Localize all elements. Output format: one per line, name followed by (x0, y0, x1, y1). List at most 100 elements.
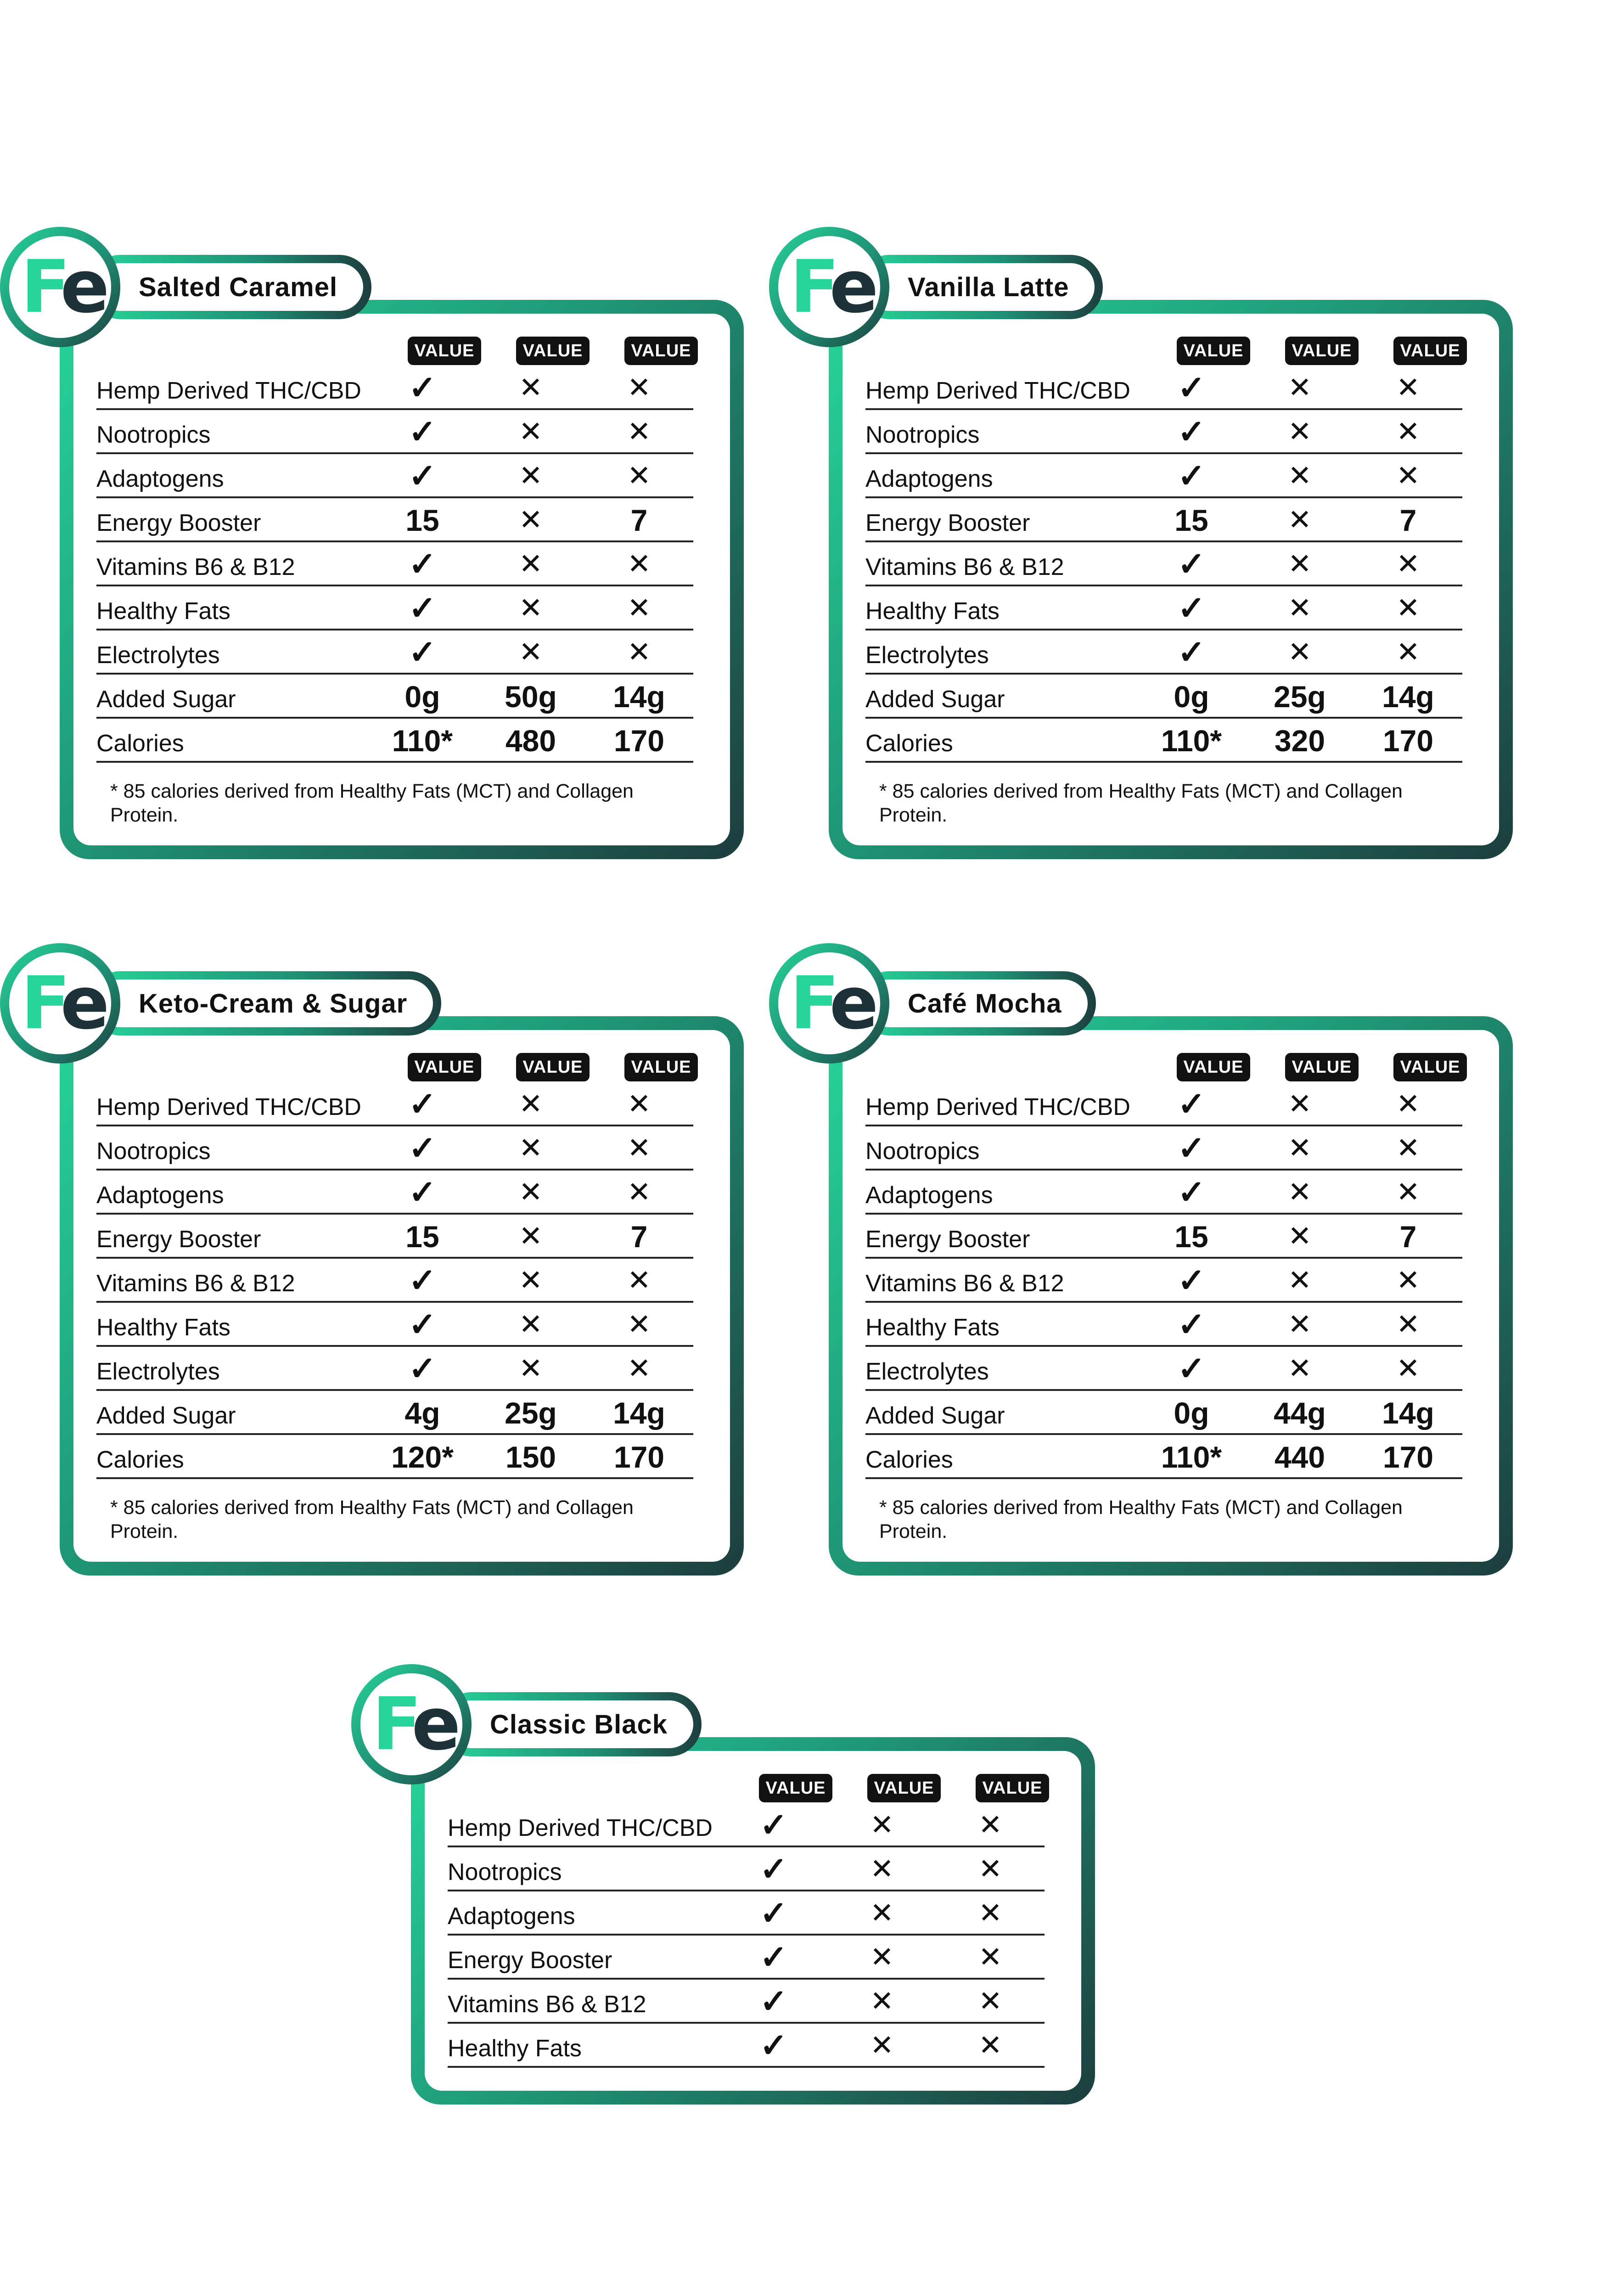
card-title: Classic Black (448, 1700, 694, 1748)
row-label: Added Sugar (96, 1402, 236, 1429)
cross-icon: ✕ (978, 1941, 1002, 1973)
table-row: Nootropics ✓ ✕ ✕ (865, 410, 1462, 454)
value-cell: 7 (630, 1220, 648, 1254)
table-row: Calories 110* 320 170 (865, 719, 1462, 763)
value-cell: 14g (613, 680, 665, 714)
value-cell: 7 (1399, 1220, 1417, 1254)
check-icon: ✓ (408, 1086, 437, 1123)
check-icon: ✓ (408, 1306, 437, 1343)
value-column-badge: VALUE (1177, 337, 1250, 365)
check-icon: ✓ (408, 1351, 437, 1387)
logo-letter-f: F (790, 961, 839, 1046)
table-row: Nootropics ✓ ✕ ✕ (96, 1126, 693, 1171)
check-icon: ✓ (1177, 414, 1206, 450)
cross-icon: ✕ (1288, 416, 1312, 448)
table-row: Added Sugar 0g 50g 14g (96, 675, 693, 719)
logo-letter-e: e (411, 1682, 461, 1767)
cross-icon: ✕ (627, 1088, 651, 1120)
cross-icon: ✕ (1288, 1309, 1312, 1340)
cross-icon: ✕ (627, 372, 651, 404)
card-title: Café Mocha (865, 979, 1088, 1027)
row-label: Vitamins B6 & B12 (96, 1270, 295, 1297)
cross-icon: ✕ (1396, 372, 1420, 404)
title-pill: Keto-Cream & Sugar (88, 971, 442, 1035)
column-headers: VALUE VALUE VALUE (865, 337, 1467, 366)
check-icon: ✓ (408, 634, 437, 671)
footnote: * 85 calories derived from Healthy Fats … (110, 1497, 634, 1542)
value-column-badge: VALUE (1177, 1053, 1250, 1081)
cross-icon: ✕ (1396, 1309, 1420, 1340)
cross-icon: ✕ (519, 636, 543, 668)
cross-icon: ✕ (870, 1853, 894, 1885)
value-column-badge: VALUE (1285, 1053, 1359, 1081)
table-row: Healthy Fats ✓ ✕ ✕ (865, 1303, 1462, 1347)
value-column-badge: VALUE (759, 1774, 832, 1802)
check-icon: ✓ (1177, 1306, 1206, 1343)
cross-icon: ✕ (1396, 1265, 1420, 1296)
table-row: Energy Booster 15 ✕ 7 (96, 498, 693, 542)
check-icon: ✓ (408, 458, 437, 495)
check-icon: ✓ (408, 414, 437, 450)
table-row: Added Sugar 0g 25g 14g (865, 675, 1462, 719)
cross-icon: ✕ (1396, 460, 1420, 492)
cross-icon: ✕ (519, 460, 543, 492)
title-pill: Salted Caramel (88, 255, 372, 319)
row-label: Hemp Derived THC/CBD (96, 377, 361, 404)
value-column-badge: VALUE (624, 1053, 698, 1081)
table-row: Added Sugar 0g 44g 14g (865, 1391, 1462, 1435)
value-cell: 170 (1382, 1440, 1434, 1474)
cross-icon: ✕ (870, 2030, 894, 2061)
check-icon: ✓ (408, 546, 437, 583)
row-label: Energy Booster (865, 1226, 1030, 1253)
row-label: Electrolytes (96, 642, 220, 669)
check-icon: ✓ (759, 1983, 788, 2020)
table-row: Adaptogens ✓ ✕ ✕ (96, 1171, 693, 1215)
cross-icon: ✕ (978, 1897, 1002, 1929)
row-label: Added Sugar (865, 1402, 1005, 1429)
cross-icon: ✕ (870, 1986, 894, 2017)
table-row: Vitamins B6 & B12 ✓ ✕ ✕ (96, 542, 693, 586)
value-column-badge: VALUE (408, 1053, 481, 1081)
card-title: Keto-Cream & Sugar (96, 979, 433, 1027)
table-row: Nootropics ✓ ✕ ✕ (448, 1847, 1045, 1891)
cross-icon: ✕ (519, 1176, 543, 1208)
row-label: Healthy Fats (448, 2035, 582, 2062)
row-label: Energy Booster (96, 510, 261, 536)
check-icon: ✓ (408, 1130, 437, 1167)
logo-letter-e: e (60, 961, 109, 1046)
logo-letter-e: e (829, 961, 878, 1046)
row-label: Adaptogens (865, 1182, 993, 1209)
row-label: Nootropics (96, 422, 211, 448)
cross-icon: ✕ (1396, 548, 1420, 580)
check-icon: ✓ (1177, 1262, 1206, 1299)
row-label: Healthy Fats (865, 1314, 1000, 1341)
value-cell: 320 (1274, 724, 1325, 758)
value-column-badge: VALUE (1393, 1053, 1467, 1081)
value-cell: 120* (391, 1440, 454, 1474)
value-cell: 170 (613, 724, 665, 758)
check-icon: ✓ (1177, 1086, 1206, 1123)
table-row: Electrolytes ✓ ✕ ✕ (865, 1347, 1462, 1391)
column-headers: VALUE VALUE VALUE (96, 1053, 698, 1082)
row-label: Adaptogens (96, 1182, 224, 1209)
table-row: Electrolytes ✓ ✕ ✕ (96, 630, 693, 675)
row-label: Adaptogens (96, 466, 224, 492)
cross-icon: ✕ (627, 636, 651, 668)
row-label: Energy Booster (96, 1226, 261, 1253)
row-label: Calories (96, 730, 184, 757)
cross-icon: ✕ (1396, 1176, 1420, 1208)
check-icon: ✓ (759, 1939, 788, 1976)
cross-icon: ✕ (627, 1353, 651, 1384)
logo-letter-f: F (21, 245, 70, 329)
row-label: Calories (865, 1446, 953, 1473)
